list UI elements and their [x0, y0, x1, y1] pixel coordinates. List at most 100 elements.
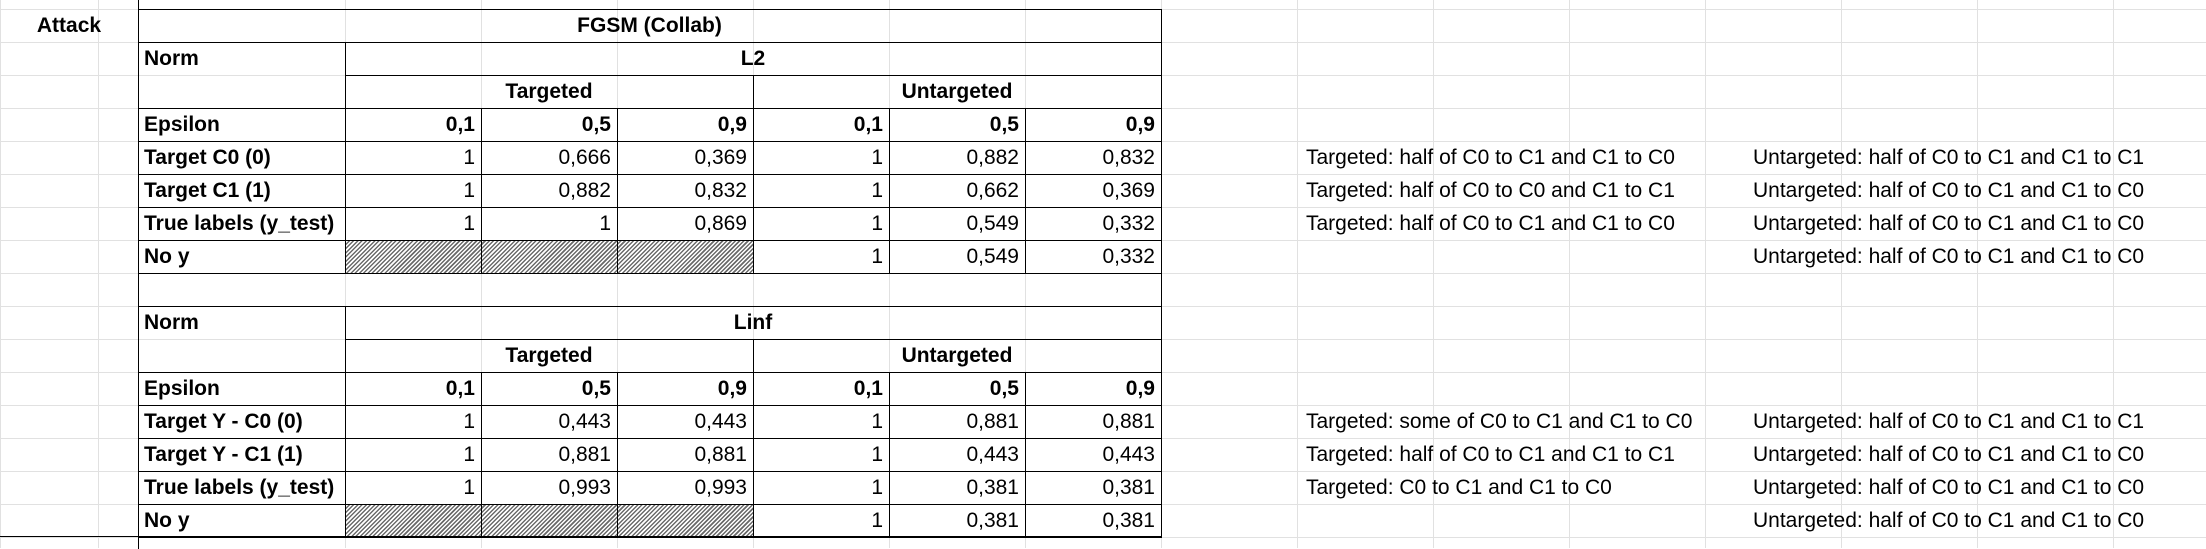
epsilon-value: 0,1 [445, 113, 475, 136]
value-cell: 1 [463, 179, 475, 202]
epsilon-value: 0,9 [1125, 113, 1155, 136]
gridline-v [1569, 0, 1570, 548]
value-cell: 1 [463, 410, 475, 433]
gridline-v [753, 0, 754, 548]
note-untargeted: Untargeted: half of C0 to C1 and C1 to C… [1753, 476, 2145, 499]
section-border [138, 174, 1162, 175]
value-cell: 1 [463, 212, 475, 235]
norm-value: Linf [733, 311, 773, 334]
value-cell: 0,882 [558, 179, 611, 202]
note-untargeted: Untargeted: half of C0 to C1 and C1 to C… [1753, 443, 2145, 466]
targeted-header: Targeted [505, 344, 593, 367]
value-cell: 1 [599, 212, 611, 235]
epsilon-value: 0,5 [581, 377, 611, 400]
value-cell: 0,881 [558, 443, 611, 466]
note-targeted: Targeted: half of C0 to C1 and C1 to C0 [1306, 212, 1675, 235]
section-right-border [1161, 306, 1162, 538]
value-cell: 0,443 [558, 410, 611, 433]
note-targeted: Targeted: half of C0 to C0 and C1 to C1 [1306, 179, 1675, 202]
note-untargeted: Untargeted: half of C0 to C1 and C1 to C… [1753, 245, 2145, 268]
value-cell: 0,443 [1102, 443, 1155, 466]
epsilon-label: Epsilon [144, 377, 220, 400]
value-cell: 0,666 [558, 146, 611, 169]
value-cell: 1 [871, 443, 883, 466]
value-cell: 0,549 [966, 245, 1019, 268]
note-untargeted: Untargeted: half of C0 to C1 and C1 to C… [1753, 410, 2145, 433]
value-cell: 0,881 [694, 443, 747, 466]
hatched-empty-cell [346, 241, 753, 273]
gridline-v [481, 0, 482, 548]
value-cell: 0,369 [694, 146, 747, 169]
section-right-border [1161, 42, 1162, 274]
epsilon-value: 0,9 [1125, 377, 1155, 400]
value-cell: 0,381 [1102, 509, 1155, 532]
epsilon-value: 0,1 [445, 377, 475, 400]
epsilon-value: 0,5 [989, 113, 1019, 136]
section-border [138, 273, 1162, 274]
gridline-v [1841, 0, 1842, 548]
gridline-v [1025, 0, 1026, 548]
gridline-v [345, 0, 346, 548]
epsilon-value: 0,9 [717, 377, 747, 400]
bottom-border [0, 536, 1162, 537]
row-label: No y [144, 245, 190, 268]
group-divider [753, 75, 754, 274]
gridline-v [1433, 0, 1434, 548]
norm-label: Norm [144, 311, 199, 334]
gridline-v [1977, 0, 1978, 548]
gridline-v [0, 0, 1, 548]
value-cell: 1 [463, 146, 475, 169]
epsilon-value: 0,5 [989, 377, 1019, 400]
note-targeted: Targeted: C0 to C1 and C1 to C0 [1306, 476, 1612, 499]
value-column-divider [481, 372, 482, 538]
value-cell: 1 [463, 443, 475, 466]
group-divider [753, 339, 754, 538]
row-label: Target C1 (1) [144, 179, 271, 202]
value-cell: 1 [871, 509, 883, 532]
value-cell: 1 [463, 476, 475, 499]
note-untargeted: Untargeted: half of C0 to C1 and C1 to C… [1753, 212, 2145, 235]
gridline-v [617, 0, 618, 548]
note-untargeted: Untargeted: half of C0 to C1 and C1 to C… [1753, 179, 2145, 202]
value-cell: 0,332 [1102, 212, 1155, 235]
attack-label: Attack [36, 14, 102, 37]
note-targeted: Targeted: some of C0 to C1 and C1 to C0 [1306, 410, 1693, 433]
value-cell: 0,381 [966, 476, 1019, 499]
section-border [138, 471, 1162, 472]
value-column-divider [889, 108, 890, 274]
value-cell: 1 [871, 476, 883, 499]
value-cell: 0,443 [694, 410, 747, 433]
value-cell: 1 [871, 179, 883, 202]
row-label: True labels (y_test) [144, 476, 335, 499]
section-border [138, 438, 1162, 439]
gridline-v [2113, 0, 2114, 548]
section-border [138, 108, 1162, 109]
gridline-v [889, 0, 890, 548]
section-border [138, 504, 1162, 505]
value-cell: 1 [871, 212, 883, 235]
row-label: Target Y - C0 (0) [144, 410, 303, 433]
epsilon-value: 0,1 [853, 377, 883, 400]
attack-column-divider [138, 0, 139, 549]
norm-label: Norm [144, 47, 199, 70]
title-right-border [1161, 9, 1162, 43]
value-cell: 0,993 [694, 476, 747, 499]
section-border [138, 405, 1162, 406]
note-untargeted: Untargeted: half of C0 to C1 and C1 to C… [1753, 509, 2145, 532]
value-cell: 0,332 [1102, 245, 1155, 268]
gridline-v [1297, 0, 1298, 548]
note-targeted: Targeted: half of C0 to C1 and C1 to C1 [1306, 443, 1675, 466]
value-cell: 0,881 [966, 410, 1019, 433]
value-column-divider [1025, 372, 1026, 538]
value-cell: 0,832 [694, 179, 747, 202]
value-cell: 0,662 [966, 179, 1019, 202]
value-cell: 0,832 [1102, 146, 1155, 169]
value-cell: 0,443 [966, 443, 1019, 466]
untargeted-header: Untargeted [901, 344, 1013, 367]
norm-value: L2 [740, 47, 766, 70]
untargeted-header: Untargeted [901, 80, 1013, 103]
row-label: No y [144, 509, 190, 532]
value-column-divider [617, 372, 618, 538]
value-column-divider [617, 108, 618, 274]
